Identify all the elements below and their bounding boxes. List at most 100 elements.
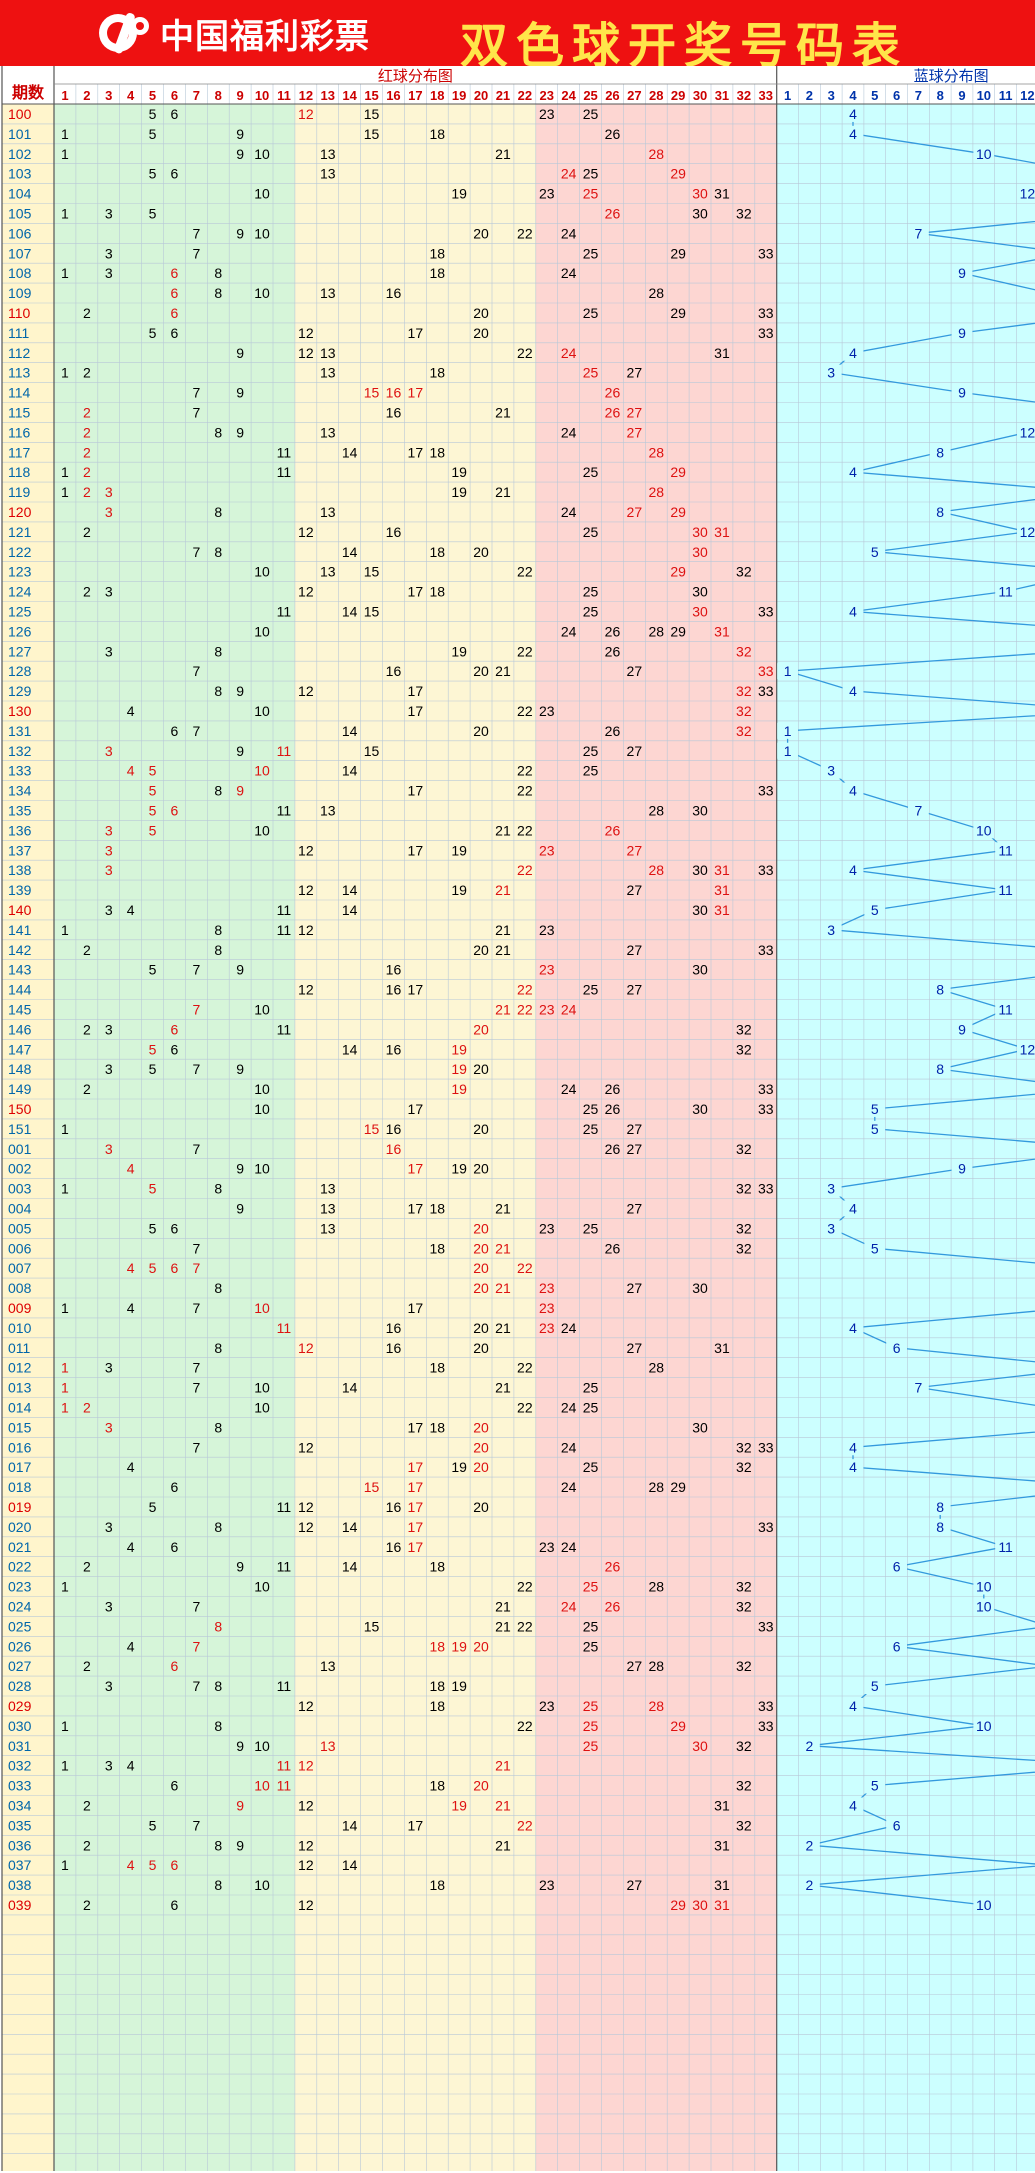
red-ball-number: 3: [105, 643, 113, 659]
blue-ball-cell: [864, 1777, 886, 1794]
blue-ball-cell: [929, 1498, 951, 1515]
red-ball-number: 26: [605, 404, 621, 420]
period-number: 104: [8, 186, 32, 202]
red-ball-number: 18: [429, 1638, 445, 1654]
blue-ball-cell: [973, 1717, 995, 1734]
blue-ball-cell: [864, 1240, 886, 1257]
blue-ball-cell: [842, 1439, 864, 1456]
red-ball-number: 29: [670, 305, 686, 321]
red-ball-number: 21: [495, 1758, 511, 1774]
red-ball-number: 13: [320, 365, 336, 381]
blue-ball-number: 2: [806, 1837, 814, 1853]
blue-ball-number: 5: [871, 1778, 879, 1794]
red-ball-number: 2: [83, 1837, 91, 1853]
red-ball-number: 25: [583, 1618, 599, 1634]
blue-ball-number: 10: [976, 1718, 992, 1734]
red-ball-number: 2: [83, 1897, 91, 1913]
period-number: 113: [8, 365, 31, 381]
red-ball-number: 31: [714, 1340, 730, 1356]
red-ball-number: 19: [451, 1797, 467, 1813]
red-ball-number: 25: [583, 1399, 599, 1415]
red-ball-number: 2: [83, 404, 91, 420]
red-ball-number: 30: [692, 902, 708, 918]
red-ball-number: 5: [149, 822, 157, 838]
red-ball-number: 6: [171, 802, 179, 818]
blue-ball-number: 1: [784, 663, 792, 679]
red-ball-number: 9: [236, 1797, 244, 1813]
red-ball-number: 9: [236, 1559, 244, 1575]
blue-ball-cell: [799, 1877, 820, 1894]
blue-ball-number: 8: [936, 504, 944, 520]
period-number: 029: [8, 1698, 32, 1714]
red-ball-number: 30: [692, 802, 708, 818]
red-ball-number: 32: [736, 1459, 752, 1475]
red-ball-number: 21: [495, 1837, 511, 1853]
blue-ball-cell: [951, 265, 973, 282]
red-ball-number: 27: [627, 504, 643, 520]
red-ball-number: 23: [539, 1698, 555, 1714]
red-ball-number: 33: [758, 1698, 774, 1714]
red-ball-number: 4: [127, 1638, 135, 1654]
period-number: 112: [8, 345, 31, 361]
red-ball-number: 32: [736, 205, 752, 221]
period-number: 039: [8, 1897, 32, 1913]
red-ball-number: 33: [758, 1081, 774, 1097]
red-ball-number: 27: [627, 424, 643, 440]
red-ball-number: 9: [236, 1837, 244, 1853]
red-ball-number: 33: [758, 862, 774, 878]
red-ball-number: 19: [451, 1638, 467, 1654]
red-ball-number: 7: [192, 225, 200, 241]
period-number: 130: [8, 703, 32, 719]
red-ball-number: 3: [105, 743, 113, 759]
red-ball-number: 8: [214, 1618, 222, 1634]
red-column-number: 26: [605, 88, 619, 103]
blue-ball-number: 5: [871, 1121, 879, 1137]
red-ball-number: 3: [105, 484, 113, 500]
red-ball-number: 26: [605, 1141, 621, 1157]
period-number: 033: [8, 1778, 32, 1794]
red-ball-number: 23: [539, 186, 555, 202]
red-ball-number: 23: [539, 1320, 555, 1336]
red-ball-number: 5: [149, 166, 157, 182]
red-ball-number: 17: [408, 703, 424, 719]
red-ball-number: 14: [342, 723, 358, 739]
red-ball-number: 15: [364, 564, 380, 580]
red-ball-number: 12: [298, 345, 314, 361]
red-ball-number: 12: [298, 1897, 314, 1913]
red-ball-number: 17: [408, 385, 424, 401]
period-number: 108: [8, 265, 32, 281]
red-ball-number: 9: [236, 225, 244, 241]
blue-ball-number: 6: [893, 1340, 901, 1356]
red-ball-number: 6: [171, 1021, 179, 1037]
blue-ball-number: 9: [958, 1161, 966, 1177]
period-number: 139: [8, 882, 32, 898]
period-number: 114: [8, 385, 31, 401]
red-zone-2-background: [294, 104, 536, 2171]
red-ball-number: 12: [298, 1797, 314, 1813]
red-ball-number: 26: [605, 623, 621, 639]
red-ball-number: 24: [561, 345, 577, 361]
red-ball-number: 7: [192, 1638, 200, 1654]
red-ball-number: 30: [692, 1738, 708, 1754]
red-column-number: 25: [583, 88, 597, 103]
period-number: 103: [8, 166, 32, 182]
red-ball-number: 16: [386, 524, 402, 540]
red-ball-number: 8: [214, 504, 222, 520]
red-ball-number: 28: [648, 484, 664, 500]
period-number: 142: [8, 942, 32, 958]
red-ball-number: 26: [605, 1598, 621, 1614]
red-ball-number: 27: [627, 404, 643, 420]
blue-ball-number: 2: [806, 1877, 814, 1893]
red-ball-number: 31: [714, 1897, 730, 1913]
blue-ball-cell: [929, 1518, 951, 1535]
red-ball-number: 9: [236, 146, 244, 162]
period-number: 038: [8, 1877, 32, 1893]
red-column-number: 28: [649, 88, 663, 103]
red-ball-number: 12: [298, 683, 314, 699]
red-ball-number: 25: [583, 1698, 599, 1714]
red-ball-number: 22: [517, 1399, 533, 1415]
red-ball-number: 6: [171, 1778, 179, 1794]
red-ball-number: 10: [254, 225, 270, 241]
red-ball-number: 8: [214, 1340, 222, 1356]
red-ball-number: 6: [171, 325, 179, 341]
